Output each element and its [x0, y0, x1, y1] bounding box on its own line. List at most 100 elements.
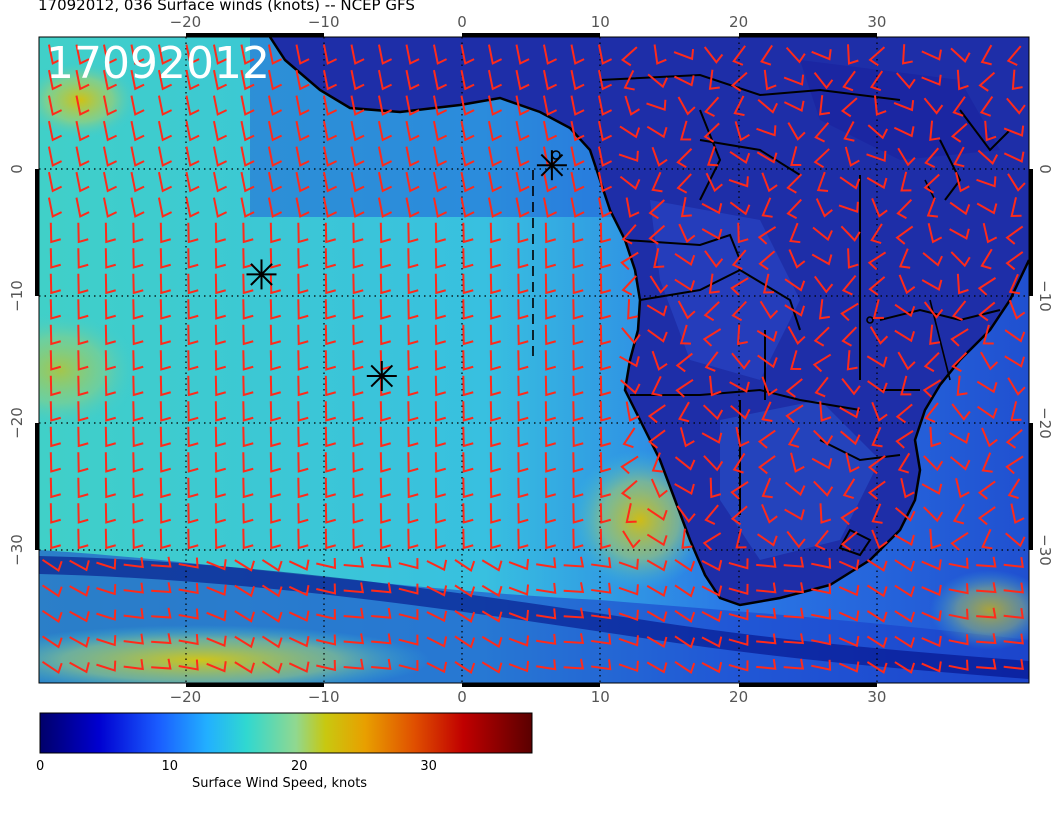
wind-barb [69, 610, 90, 623]
wind-barb [956, 69, 969, 91]
wind-barb [651, 171, 663, 193]
wind-barb [178, 634, 199, 646]
wind-barb [622, 427, 636, 449]
wind-barb [783, 658, 805, 670]
wind-barb [760, 44, 773, 66]
wind-barb [242, 477, 254, 499]
wind-barb [47, 44, 63, 65]
wind-barb [838, 635, 860, 648]
wind-barb [784, 278, 806, 292]
wind-barb [653, 248, 665, 269]
wind-barb [350, 69, 365, 91]
wind-barb [646, 610, 668, 623]
wind-barb [426, 585, 448, 597]
wind-barb [206, 661, 227, 673]
wind-barb [572, 350, 584, 371]
wind-barb [75, 69, 90, 91]
wind-barb [77, 375, 89, 397]
wind-barb [814, 275, 834, 294]
wind-barb [591, 608, 612, 620]
wind-barb [977, 506, 996, 526]
wind-barb [673, 48, 695, 61]
wind-barb [47, 171, 63, 193]
wind-barb [322, 120, 338, 142]
wind-barb [544, 248, 557, 269]
wind-barb [377, 120, 393, 142]
wind-barb [677, 300, 696, 320]
wind-barb [434, 299, 447, 320]
wind-barb [619, 125, 641, 139]
wind-barb [49, 248, 62, 269]
wind-barb [487, 120, 503, 142]
wind-barb [676, 505, 696, 523]
wind-barb [976, 556, 997, 568]
wind-barb [597, 44, 613, 65]
wind-barb [132, 350, 144, 371]
wind-barb [432, 197, 448, 218]
wind-barb [489, 273, 502, 295]
wind-barb [187, 350, 199, 371]
wind-barb [730, 277, 749, 296]
wind-barb [1005, 429, 1023, 449]
wind-barb [159, 503, 172, 524]
wind-barb [701, 432, 723, 444]
wind-barb [159, 324, 172, 346]
wind-barb [840, 302, 859, 322]
wind-barb [787, 427, 801, 448]
wind-barb [979, 96, 994, 117]
wind-barb [187, 273, 199, 295]
wind-barb [756, 658, 777, 670]
wind-barb [240, 95, 255, 116]
wind-barb [732, 45, 746, 66]
wind-barb [572, 324, 584, 346]
wind-barb [871, 503, 883, 524]
wind-barb [132, 477, 144, 499]
wind-barb [728, 660, 749, 672]
wind-barb [434, 375, 447, 397]
wind-barb [673, 75, 695, 87]
wind-barb [517, 350, 529, 371]
wind-barb [922, 379, 942, 398]
wind-barb [242, 324, 254, 346]
storm-marker-icon [366, 361, 397, 391]
wind-barb [49, 452, 62, 473]
wind-barb [839, 430, 861, 446]
wind-barb [324, 426, 337, 448]
wind-barb [542, 197, 558, 218]
wind-barb [981, 528, 993, 550]
wind-barb [132, 324, 144, 346]
wind-barb [870, 223, 883, 245]
wind-barb [929, 324, 941, 345]
wind-barb [405, 44, 420, 65]
wind-barb [432, 69, 448, 91]
wind-barb [377, 197, 393, 218]
wind-barb [544, 299, 557, 320]
wind-barb [379, 248, 392, 269]
wind-barb [159, 528, 172, 550]
wind-barb [130, 44, 145, 65]
wind-barb [761, 197, 773, 218]
wind-barb [784, 508, 805, 521]
wind-barb [544, 401, 557, 422]
wind-barb [926, 197, 939, 218]
wind-barb [728, 558, 749, 570]
wind-barb [542, 171, 558, 193]
wind-barb [706, 146, 719, 167]
wind-barb [838, 201, 859, 213]
wind-barb [542, 95, 558, 116]
wind-barb [462, 350, 474, 371]
wind-barb [187, 528, 199, 550]
wind-barb [489, 222, 502, 244]
wind-barb [343, 658, 365, 670]
wind-barb [924, 147, 940, 168]
wind-barb [206, 610, 227, 622]
wind-barb [322, 146, 338, 167]
wind-barb [674, 635, 696, 649]
wind-barb [47, 95, 63, 116]
wind-barb [517, 273, 529, 295]
colorbar-tick-label: 20 [290, 759, 308, 774]
wind-barb [426, 610, 448, 623]
wind-barb [900, 477, 915, 499]
wind-barb [599, 503, 612, 524]
wind-barb [542, 44, 558, 65]
